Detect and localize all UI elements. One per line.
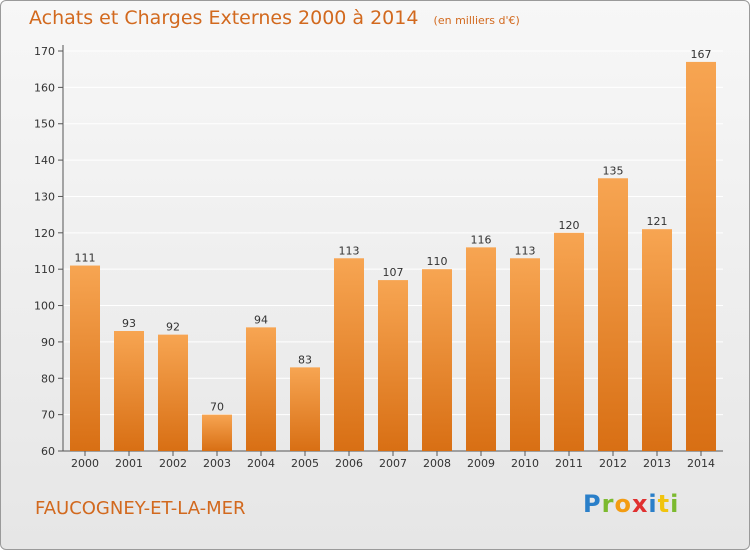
bar bbox=[202, 414, 232, 451]
chart-title-block: Achats et Charges Externes 2000 à 2014 (… bbox=[29, 7, 520, 29]
logo-letter: P bbox=[583, 490, 602, 518]
bar bbox=[510, 258, 540, 451]
bar bbox=[466, 247, 496, 451]
chart-title: Achats et Charges Externes 2000 à 2014 bbox=[29, 7, 419, 29]
y-tick-label: 100 bbox=[34, 300, 55, 313]
x-tick-label: 2008 bbox=[423, 457, 451, 470]
bar-value-label: 93 bbox=[122, 317, 136, 330]
logo-letter: i bbox=[648, 490, 658, 518]
bar-value-label: 107 bbox=[383, 266, 404, 279]
y-tick-label: 150 bbox=[34, 118, 55, 131]
bar-value-label: 83 bbox=[298, 353, 312, 366]
x-tick-label: 2010 bbox=[511, 457, 539, 470]
x-tick-label: 2011 bbox=[555, 457, 583, 470]
logo-letter: i bbox=[670, 490, 680, 518]
x-tick-label: 2003 bbox=[203, 457, 231, 470]
commune-name: FAUCOGNEY-ET-LA-MER bbox=[35, 498, 246, 519]
bar bbox=[290, 367, 320, 451]
y-tick-label: 130 bbox=[34, 190, 55, 203]
bar-value-label: 120 bbox=[559, 219, 580, 232]
x-tick-label: 2001 bbox=[115, 457, 143, 470]
x-tick-label: 2000 bbox=[71, 457, 99, 470]
bar bbox=[598, 178, 628, 452]
bar bbox=[422, 269, 452, 451]
logo-letter: x bbox=[631, 490, 649, 518]
chart-unit: (en milliers d'€) bbox=[433, 14, 520, 27]
y-tick-label: 60 bbox=[41, 445, 55, 458]
bar-value-label: 94 bbox=[254, 313, 268, 326]
bar-value-label: 121 bbox=[647, 215, 668, 228]
x-tick-label: 2006 bbox=[335, 457, 363, 470]
bar bbox=[70, 265, 100, 451]
bar-value-label: 113 bbox=[339, 244, 360, 257]
x-tick-label: 2005 bbox=[291, 457, 319, 470]
y-tick-label: 90 bbox=[41, 336, 55, 349]
x-tick-label: 2002 bbox=[159, 457, 187, 470]
bar-value-label: 111 bbox=[75, 252, 96, 265]
y-tick-label: 70 bbox=[41, 409, 55, 422]
y-tick-label: 170 bbox=[34, 45, 55, 58]
bar-value-label: 92 bbox=[166, 321, 180, 334]
x-tick-label: 2013 bbox=[643, 457, 671, 470]
x-tick-label: 2004 bbox=[247, 457, 275, 470]
x-tick-label: 2007 bbox=[379, 457, 407, 470]
y-tick-label: 140 bbox=[34, 154, 55, 167]
logo-letter: r bbox=[601, 490, 615, 518]
x-tick-label: 2012 bbox=[599, 457, 627, 470]
bar-value-label: 116 bbox=[471, 233, 492, 246]
bar-value-label: 135 bbox=[603, 164, 624, 177]
y-tick-label: 160 bbox=[34, 81, 55, 94]
y-tick-label: 110 bbox=[34, 263, 55, 276]
bar bbox=[378, 280, 408, 451]
bar bbox=[114, 331, 144, 451]
bar bbox=[686, 61, 716, 452]
bar bbox=[158, 334, 188, 451]
x-tick-label: 2014 bbox=[687, 457, 715, 470]
bar-value-label: 110 bbox=[427, 255, 448, 268]
logo-letter: o bbox=[614, 490, 632, 518]
y-tick-label: 120 bbox=[34, 227, 55, 240]
bar bbox=[334, 258, 364, 451]
bar-value-label: 70 bbox=[210, 401, 224, 414]
bar bbox=[642, 229, 672, 451]
y-tick-label: 80 bbox=[41, 372, 55, 385]
bar-value-label: 113 bbox=[515, 244, 536, 257]
proxiti-logo: Proxiti bbox=[583, 490, 679, 518]
bar bbox=[246, 327, 276, 451]
logo-letter: t bbox=[657, 490, 671, 518]
x-tick-label: 2009 bbox=[467, 457, 495, 470]
bar-value-label: 167 bbox=[691, 48, 712, 61]
bar bbox=[554, 232, 584, 451]
